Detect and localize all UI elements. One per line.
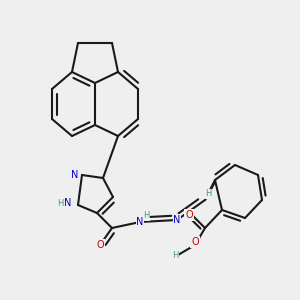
- Text: N: N: [173, 215, 181, 225]
- Text: O: O: [185, 210, 193, 220]
- Text: H: H: [172, 250, 178, 260]
- Text: O: O: [96, 240, 104, 250]
- Text: H: H: [205, 190, 211, 199]
- Text: N: N: [136, 217, 144, 227]
- Text: H: H: [143, 212, 149, 220]
- Text: H: H: [57, 199, 64, 208]
- Text: N: N: [64, 199, 71, 208]
- Text: O: O: [191, 237, 199, 247]
- Text: N: N: [71, 170, 78, 180]
